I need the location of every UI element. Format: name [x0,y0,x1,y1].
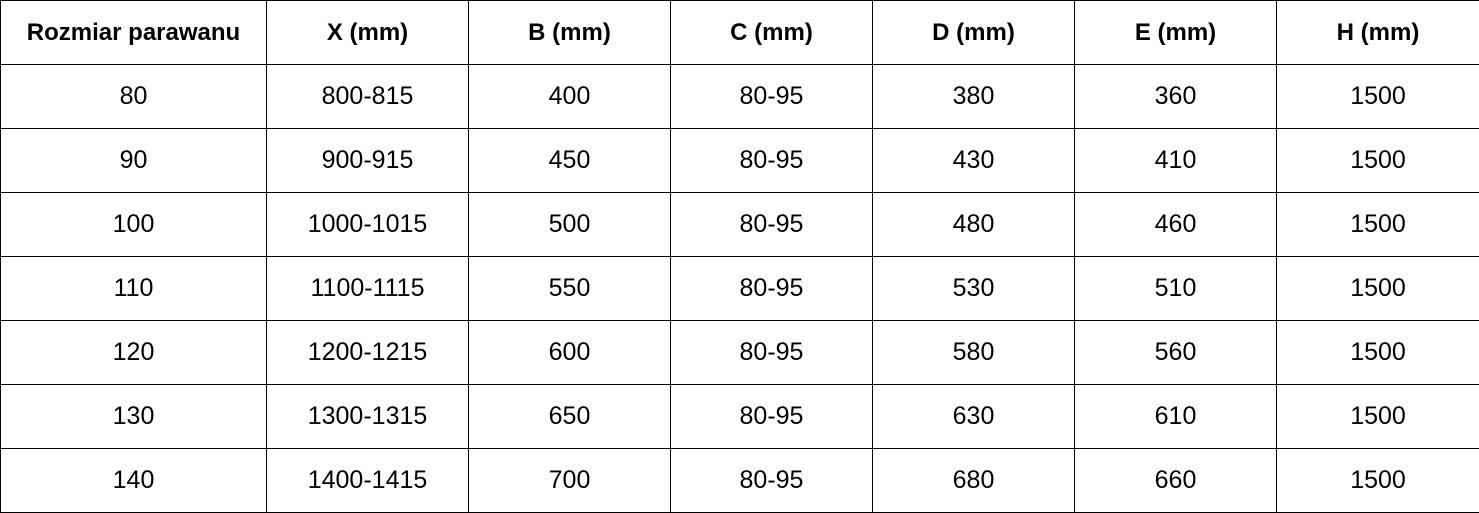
table-cell: 80-95 [670,128,873,193]
table-cell: 80-95 [670,320,873,385]
table-row: 130 1300-1315 650 80-95 630 610 1500 [0,384,1479,449]
table-cell: 80-95 [670,64,873,129]
column-header: B (mm) [468,0,671,65]
table-cell: 130 [0,384,267,449]
table-row: 90 900-915 450 80-95 430 410 1500 [0,128,1479,193]
table-cell: 380 [872,64,1075,129]
table-cell: 1100-1115 [266,256,469,321]
column-header: D (mm) [872,0,1075,65]
table-cell: 1500 [1276,192,1479,257]
header-row: Rozmiar parawanu X (mm) B (mm) C (mm) D (mm)… [0,0,1479,65]
table-row: 110 1100-1115 550 80-95 530 510 1500 [0,256,1479,321]
column-header: Rozmiar parawanu [0,0,267,65]
table-row: 80 800-815 400 80-95 380 360 1500 [0,64,1479,129]
table-cell: 1500 [1276,320,1479,385]
table-cell: 600 [468,320,671,385]
table-cell: 530 [872,256,1075,321]
table-cell: 360 [1074,64,1277,129]
column-header: C (mm) [670,0,873,65]
column-header: X (mm) [266,0,469,65]
table-cell: 460 [1074,192,1277,257]
table-row: 120 1200-1215 600 80-95 580 560 1500 [0,320,1479,385]
table-cell: 80-95 [670,192,873,257]
table-cell: 1500 [1276,128,1479,193]
table-row: 140 1400-1415 700 80-95 680 660 1500 [0,448,1479,513]
table-cell: 700 [468,448,671,513]
table-cell: 120 [0,320,267,385]
table-cell: 430 [872,128,1075,193]
column-header: H (mm) [1276,0,1479,65]
table-cell: 1500 [1276,448,1479,513]
table-cell: 510 [1074,256,1277,321]
table-cell: 1200-1215 [266,320,469,385]
table-cell: 500 [468,192,671,257]
table-cell: 100 [0,192,267,257]
table-cell: 900-915 [266,128,469,193]
table-cell: 610 [1074,384,1277,449]
table-cell: 650 [468,384,671,449]
table-cell: 660 [1074,448,1277,513]
table-cell: 800-815 [266,64,469,129]
column-header: E (mm) [1074,0,1277,65]
table-cell: 90 [0,128,267,193]
table-cell: 1000-1015 [266,192,469,257]
table-cell: 400 [468,64,671,129]
table-cell: 1500 [1276,64,1479,129]
table-cell: 1500 [1276,256,1479,321]
table-cell: 80-95 [670,384,873,449]
table-cell: 680 [872,448,1075,513]
table-cell: 1500 [1276,384,1479,449]
table-cell: 1400-1415 [266,448,469,513]
table-cell: 450 [468,128,671,193]
table-cell: 80-95 [670,448,873,513]
table-cell: 110 [0,256,267,321]
table-cell: 550 [468,256,671,321]
table-cell: 580 [872,320,1075,385]
table-cell: 140 [0,448,267,513]
table-cell: 560 [1074,320,1277,385]
table-cell: 80-95 [670,256,873,321]
table-cell: 480 [872,192,1075,257]
table-cell: 80 [0,64,267,129]
table-cell: 410 [1074,128,1277,193]
table-row: 100 1000-1015 500 80-95 480 460 1500 [0,192,1479,257]
table-cell: 630 [872,384,1075,449]
table-cell: 1300-1315 [266,384,469,449]
